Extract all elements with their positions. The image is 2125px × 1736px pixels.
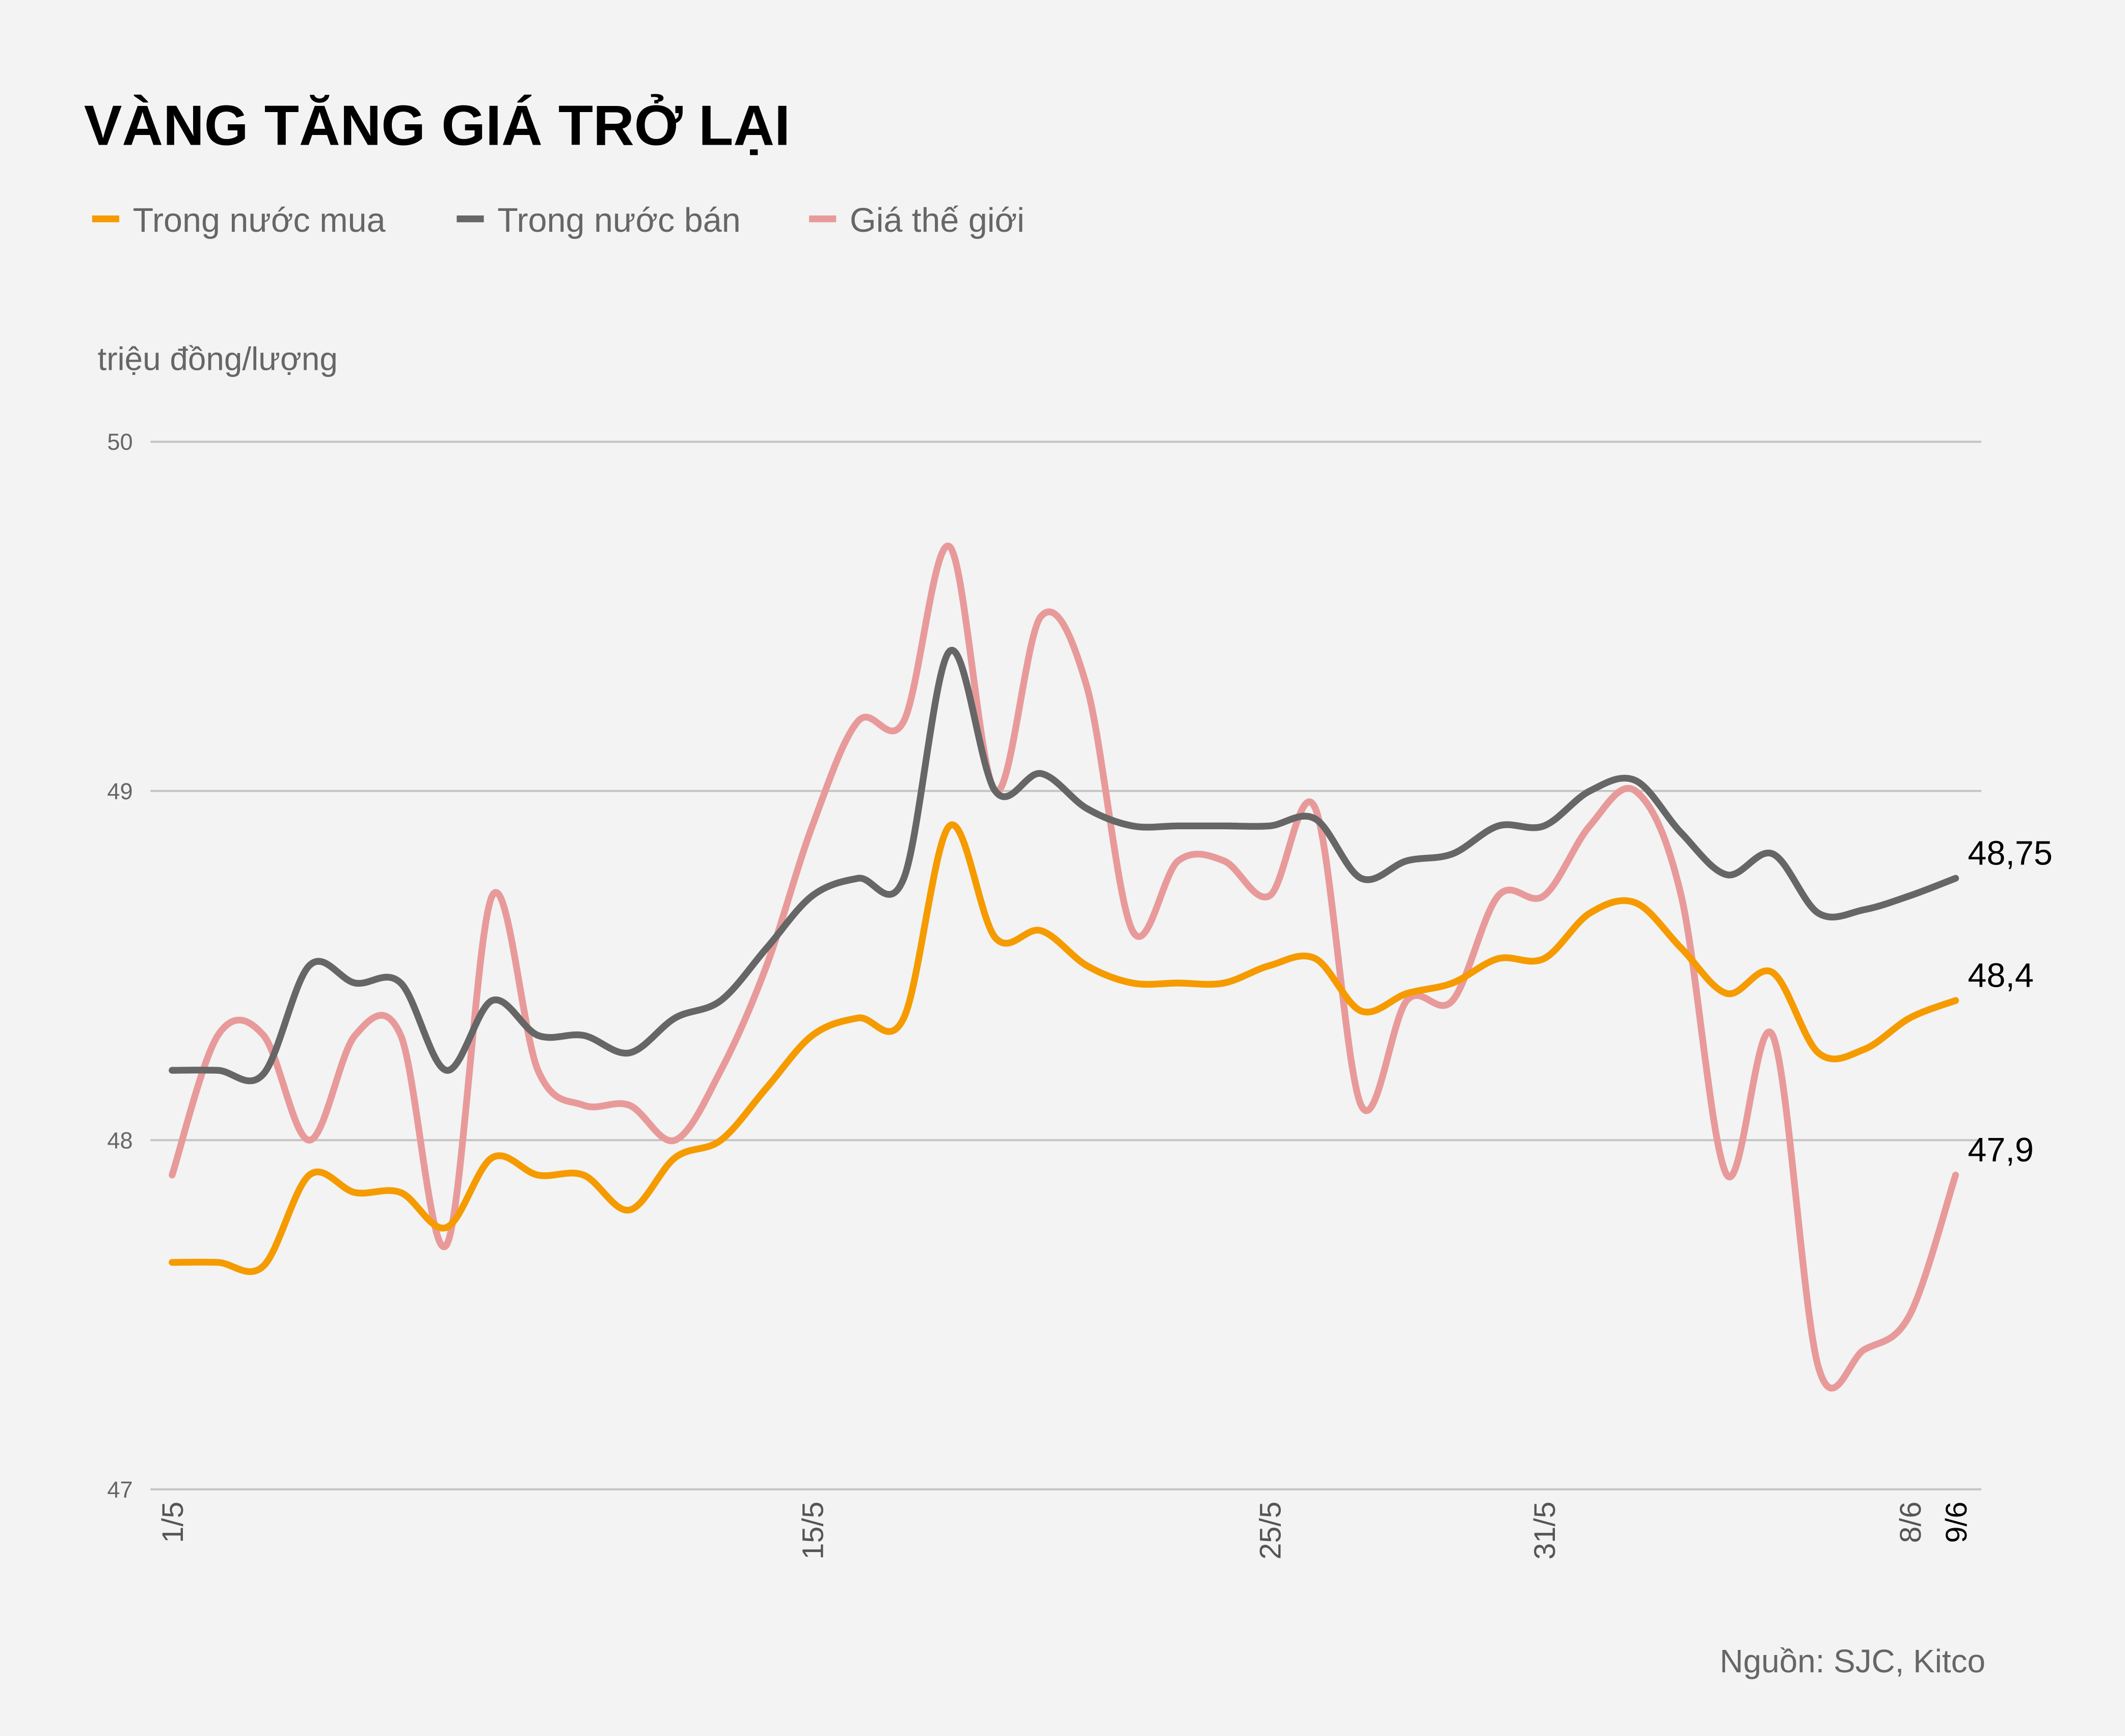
end-label: 48,4	[1968, 957, 2033, 994]
series-line-0	[169, 821, 1959, 1276]
source-note: Nguồn: SJC, Kitco	[1720, 1643, 1985, 1679]
chart-title: VÀNG TĂNG GIÁ TRỞ LẠI	[84, 94, 790, 157]
x-tick-label: 8/6	[1894, 1502, 1927, 1543]
series-line-2	[169, 542, 1959, 1392]
legend-label-world: Giá thế giới	[850, 202, 1025, 239]
gridlines	[150, 441, 1982, 1490]
legend-swatch-sell	[456, 215, 484, 223]
end-labels: 48,4 48,75 47,9	[1968, 835, 2052, 1170]
legend-swatch-buy	[92, 215, 120, 223]
legend-swatch-world	[809, 215, 837, 223]
x-tick-labels: 1/5 15/5 25/5 31/5 8/6 9/6	[156, 1502, 1973, 1560]
series-line-1	[169, 646, 1959, 1084]
x-tick-label: 25/5	[1254, 1502, 1287, 1560]
end-label: 48,75	[1968, 835, 2052, 873]
x-tick-label: 31/5	[1528, 1502, 1562, 1560]
legend: Trong nước mua Trong nước bán Giá thế gi…	[92, 202, 1025, 239]
x-tick-label: 9/6	[1940, 1502, 1973, 1543]
legend-label-sell: Trong nước bán	[497, 202, 740, 239]
y-tick-label: 48	[107, 1127, 132, 1153]
y-axis-label: triệu đồng/lượng	[98, 340, 338, 377]
series-lines	[169, 542, 1959, 1392]
x-tick-label: 15/5	[797, 1502, 830, 1560]
y-tick-labels: 47 48 49 50	[107, 429, 132, 1503]
end-label: 47,9	[1968, 1131, 2033, 1169]
y-tick-label: 50	[107, 429, 132, 455]
legend-label-buy: Trong nước mua	[133, 202, 386, 239]
y-tick-label: 49	[107, 778, 132, 804]
y-tick-label: 47	[107, 1477, 132, 1503]
x-tick-label: 1/5	[156, 1502, 190, 1543]
